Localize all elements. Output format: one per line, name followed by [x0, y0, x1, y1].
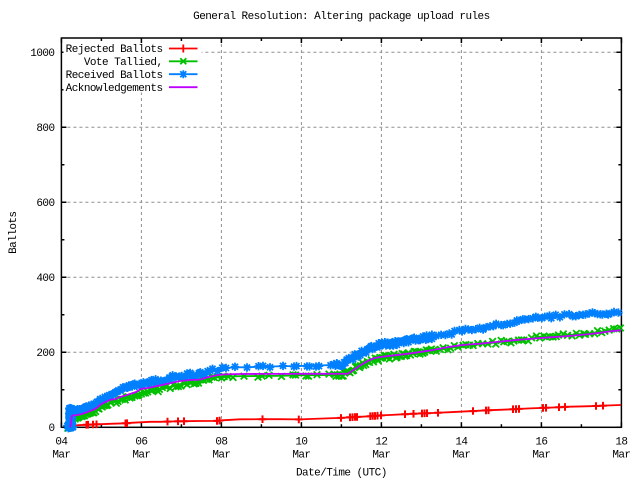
- svg-text:Mar: Mar: [52, 450, 70, 462]
- svg-text:Mar: Mar: [212, 450, 230, 462]
- svg-text:800: 800: [36, 123, 54, 135]
- svg-text:14: 14: [455, 437, 468, 449]
- svg-text:1000: 1000: [30, 48, 54, 60]
- svg-text:18: 18: [615, 437, 627, 449]
- svg-text:Mar: Mar: [532, 450, 550, 462]
- svg-text:06: 06: [135, 437, 147, 449]
- svg-text:600: 600: [36, 198, 54, 210]
- svg-text:0: 0: [48, 423, 54, 435]
- svg-text:10: 10: [295, 437, 307, 449]
- svg-text:Mar: Mar: [452, 450, 470, 462]
- svg-text:Date/Time (UTC): Date/Time (UTC): [296, 468, 387, 480]
- svg-text:16: 16: [535, 437, 547, 449]
- svg-text:Rejected Ballots: Rejected Ballots: [66, 44, 163, 56]
- svg-text:Received Ballots: Received Ballots: [66, 70, 163, 82]
- svg-text:08: 08: [215, 437, 227, 449]
- svg-text:General Resolution: Altering p: General Resolution: Altering package upl…: [193, 11, 490, 23]
- svg-text:12: 12: [375, 437, 387, 449]
- svg-text:Mar: Mar: [132, 450, 150, 462]
- svg-text:Mar: Mar: [372, 450, 390, 462]
- svg-text:Mar: Mar: [612, 450, 630, 462]
- svg-text:04: 04: [55, 437, 68, 449]
- svg-text:Mar: Mar: [292, 450, 310, 462]
- svg-text:Ballots: Ballots: [8, 212, 20, 254]
- svg-text:200: 200: [36, 348, 54, 360]
- svg-text:Acknowledgements: Acknowledgements: [66, 83, 163, 95]
- svg-text:Vote Tallied,: Vote Tallied,: [84, 57, 163, 69]
- svg-text:400: 400: [36, 273, 54, 285]
